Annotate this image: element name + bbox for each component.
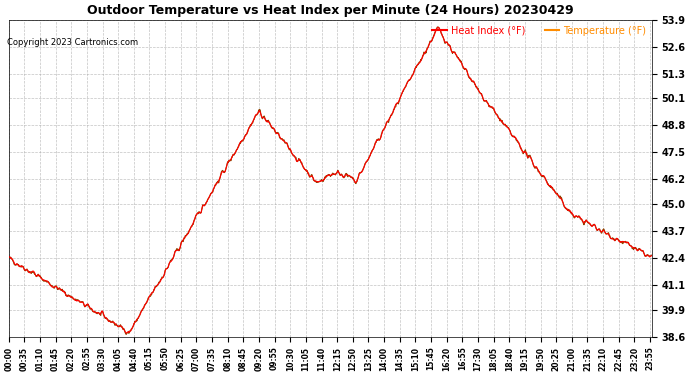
Legend: Heat Index (°F), Temperature (°F): Heat Index (°F), Temperature (°F) (428, 22, 650, 39)
Text: Copyright 2023 Cartronics.com: Copyright 2023 Cartronics.com (7, 38, 138, 47)
Title: Outdoor Temperature vs Heat Index per Minute (24 Hours) 20230429: Outdoor Temperature vs Heat Index per Mi… (87, 4, 573, 17)
